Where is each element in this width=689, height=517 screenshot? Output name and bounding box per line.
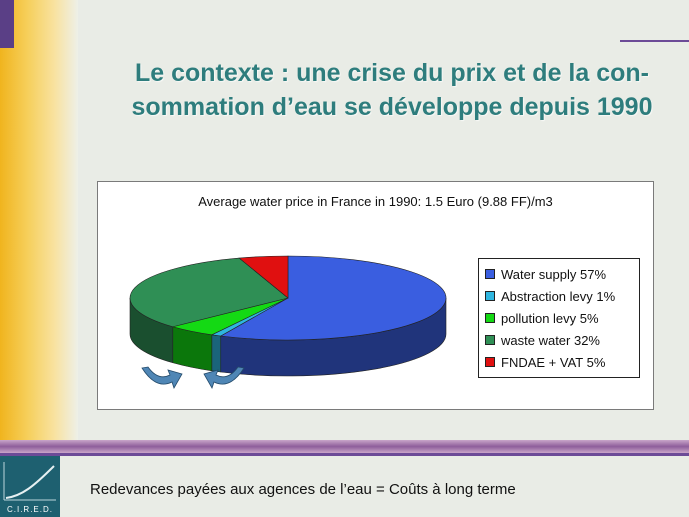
chart-title: Average water price in France in 1990: 1… — [198, 194, 553, 209]
footer-divider-line — [0, 453, 689, 456]
logo-text: C.I.R.E.D. — [6, 505, 53, 514]
top-right-accent-line — [620, 0, 689, 42]
footer-divider — [0, 440, 689, 453]
legend-item-pollution-levy: pollution levy 5% — [485, 307, 633, 329]
cired-logo: C.I.R.E.D. — [0, 456, 60, 517]
slide-title: Le contexte : une crise du prix et de la… — [112, 56, 672, 124]
legend-swatch-abstraction-levy — [485, 291, 495, 301]
left-decorative-stripe — [0, 0, 78, 455]
curved-arrow-small-icon — [203, 366, 245, 389]
pie-side-abstraction-levy — [211, 334, 222, 373]
legend-label-fndae-vat: FNDAE + VAT 5% — [501, 354, 606, 370]
pie-slice-water-supply — [219, 255, 447, 341]
legend-item-waste-water: waste water 32% — [485, 329, 633, 351]
legend-item-fndae-vat: FNDAE + VAT 5% — [485, 351, 633, 373]
chart-legend: Water supply 57% Abstraction levy 1% pol… — [478, 258, 640, 378]
corner-accent — [0, 0, 14, 48]
curved-arrow-icon — [141, 366, 183, 389]
title-line-2: sommation d’eau se développe depuis 1990 — [131, 93, 653, 121]
pie-slice-fndae-vat — [238, 255, 289, 299]
title-line-1: Le contexte : une crise du prix et de la… — [134, 59, 649, 87]
legend-label-abstraction-levy: Abstraction levy 1% — [501, 288, 616, 304]
footer-text: Redevances payées aux agences de l’eau =… — [90, 481, 516, 498]
legend-swatch-waste-water — [485, 335, 495, 345]
legend-item-water-supply: Water supply 57% — [485, 263, 633, 285]
pie-slice-waste-water — [129, 257, 289, 328]
legend-swatch-pollution-levy — [485, 313, 495, 323]
logo-curve-icon — [3, 462, 56, 501]
chart-panel: Average water price in France in 1990: 1… — [97, 181, 654, 410]
legend-label-pollution-levy: pollution levy 5% — [501, 310, 599, 326]
legend-swatch-fndae-vat — [485, 357, 495, 367]
legend-item-abstraction-levy: Abstraction levy 1% — [485, 285, 633, 307]
legend-label-water-supply: Water supply 57% — [501, 266, 607, 282]
pie-chart — [129, 255, 447, 389]
legend-swatch-water-supply — [485, 269, 495, 279]
legend-label-waste-water: waste water 32% — [501, 332, 600, 348]
